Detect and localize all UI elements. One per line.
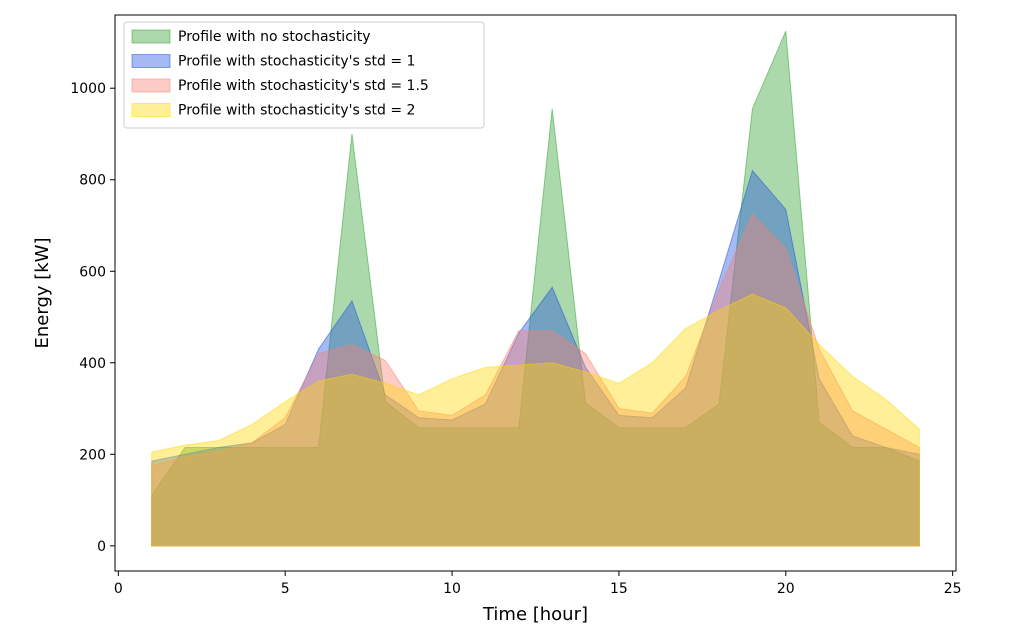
x-tick-label: 10 <box>443 581 461 597</box>
area-series-2 <box>151 169 920 547</box>
x-tick-label: 15 <box>610 581 628 597</box>
y-axis: 0 200 400 600 800 1000 <box>70 81 115 555</box>
y-tick-label: 0 <box>97 539 106 555</box>
x-axis: 0 5 10 15 20 25 <box>114 571 962 597</box>
legend-label-1: Profile with no stochasticity <box>178 29 371 45</box>
legend-swatch-2 <box>131 54 171 68</box>
area-series-3 <box>151 213 920 547</box>
y-axis-label: Energy [kW] <box>32 237 53 348</box>
legend-box <box>123 21 485 129</box>
x-axis-label: Time [hour] <box>482 604 588 625</box>
y-tick-label: 800 <box>79 173 106 189</box>
y-tick-label: 200 <box>79 447 106 463</box>
legend-swatch-4 <box>131 103 171 117</box>
legend-label-2: Profile with stochasticity's std = 1 <box>178 54 415 70</box>
legend-swatch-1 <box>131 29 171 44</box>
area-layers <box>151 30 920 547</box>
x-tick-label: 20 <box>777 581 795 597</box>
plot-frame <box>114 14 957 572</box>
legend-label-4: Profile with stochasticity's std = 2 <box>178 103 415 119</box>
x-tick-label: 25 <box>944 581 962 597</box>
y-tick-label: 400 <box>79 356 106 372</box>
legend: Profile with no stochasticity Profile wit… <box>123 21 485 129</box>
x-tick-label: 5 <box>281 581 290 597</box>
area-series-4 <box>151 293 920 547</box>
x-tick-label: 0 <box>114 581 123 597</box>
legend-swatch-3 <box>131 78 171 93</box>
legend-label-3: Profile with stochasticity's std = 1.5 <box>178 78 429 94</box>
area-series-1 <box>151 30 920 547</box>
y-tick-label: 1000 <box>70 81 106 97</box>
y-tick-label: 600 <box>79 264 106 280</box>
